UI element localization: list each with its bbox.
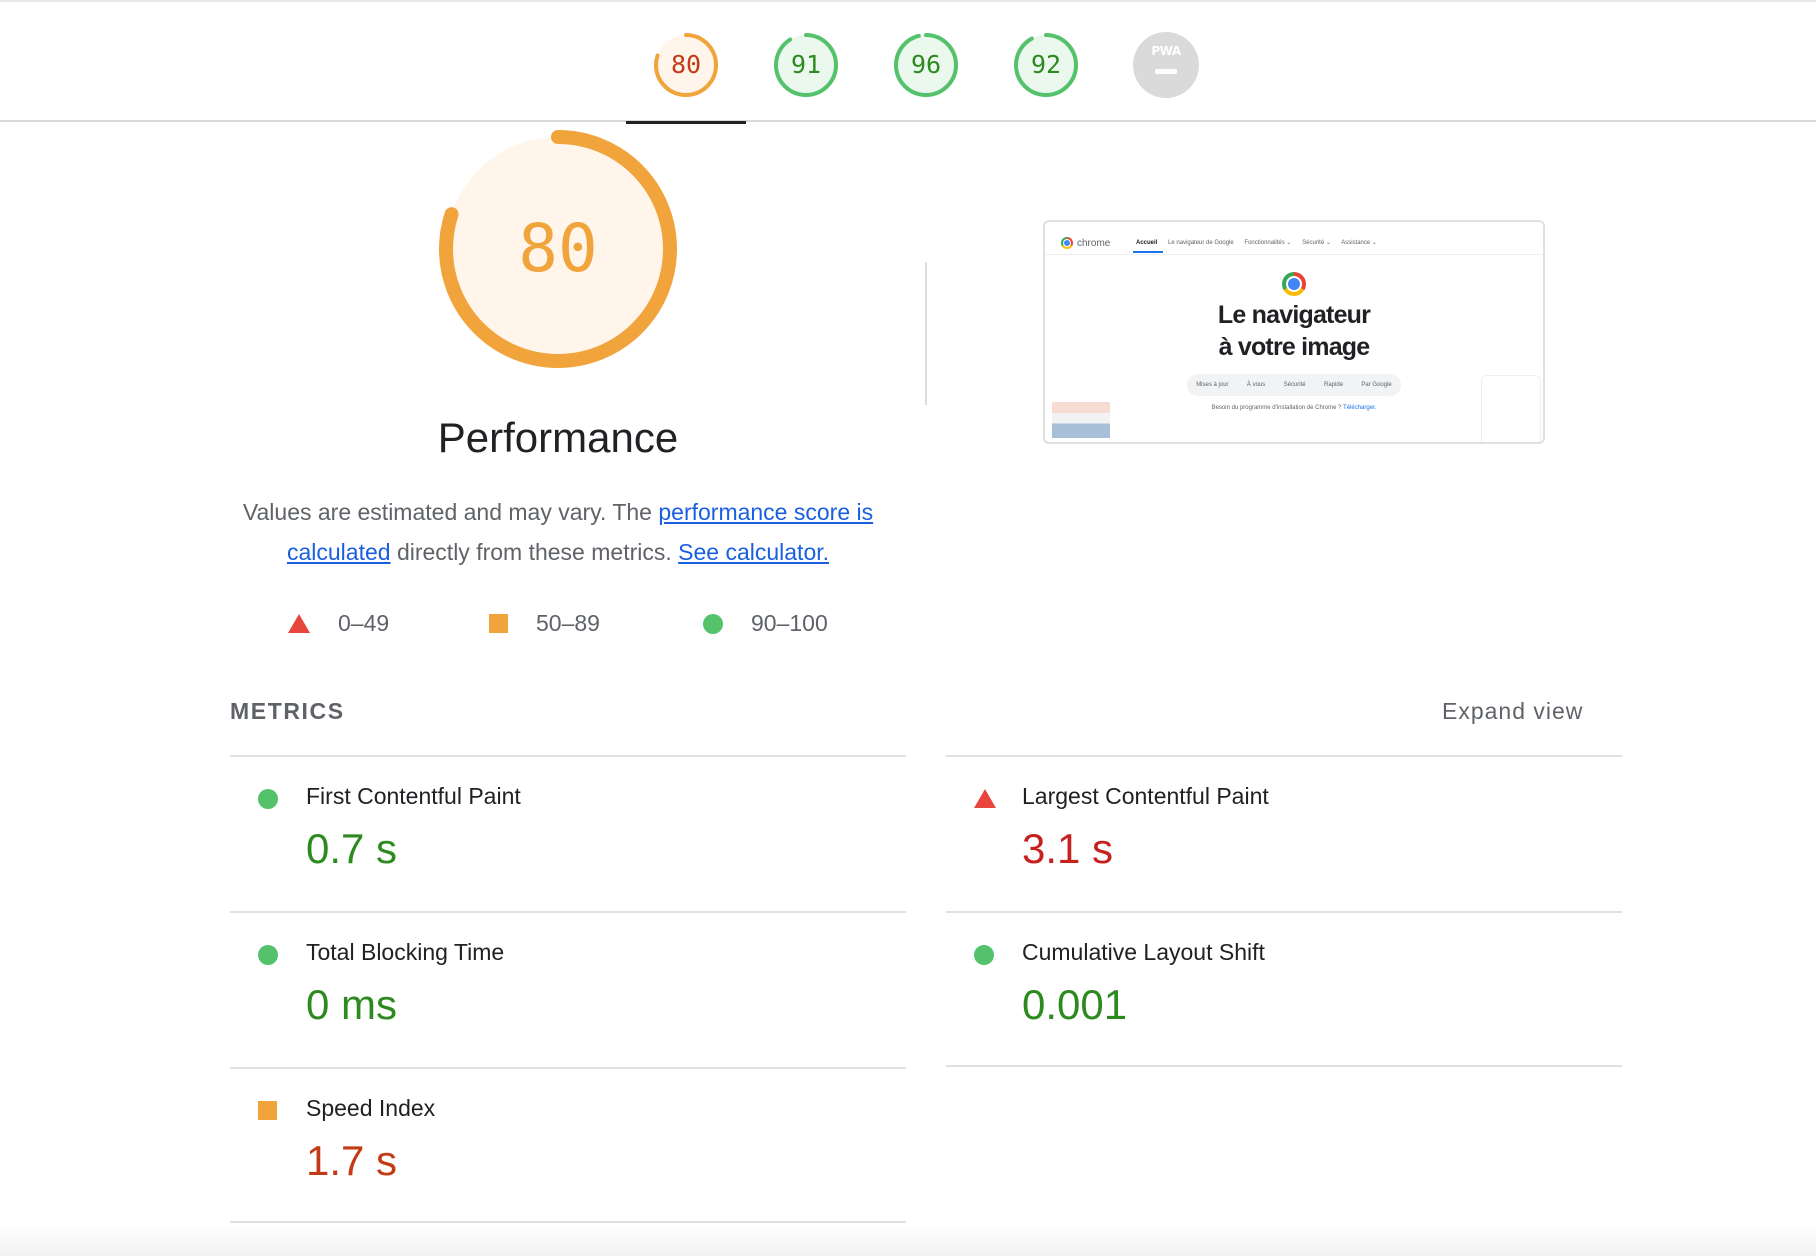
thumbnail-image-card bbox=[1052, 402, 1110, 438]
thumbnail-side-card bbox=[1481, 375, 1541, 442]
thumbnail-pill: Mises à jour bbox=[1196, 382, 1229, 388]
legend-range: 50–89 bbox=[536, 610, 600, 636]
tab-score: 96 bbox=[910, 50, 942, 79]
metric-label: Largest Contentful Paint bbox=[1022, 783, 1269, 809]
metric-divider bbox=[230, 755, 906, 757]
triangle-icon bbox=[974, 789, 996, 808]
tab-score: 80 bbox=[670, 50, 702, 79]
tab-accessibility[interactable]: 91 bbox=[771, 30, 841, 100]
active-tab-indicator bbox=[626, 121, 746, 124]
metric-value: 0.001 bbox=[1022, 981, 1128, 1028]
metric-cumulative-layout-shift: Cumulative Layout Shift 0.001 bbox=[946, 913, 1622, 1063]
performance-gauge-ring bbox=[439, 130, 677, 368]
metric-divider bbox=[230, 911, 906, 913]
metric-label: Speed Index bbox=[306, 1095, 436, 1121]
triangle-icon bbox=[288, 614, 310, 633]
metric-total-blocking-time: Total Blocking Time 0 ms bbox=[230, 913, 906, 1063]
score-gauge-icon bbox=[654, 33, 718, 97]
chrome-logo-icon bbox=[1061, 237, 1073, 249]
bottom-fade bbox=[0, 1226, 1816, 1256]
performance-gauge: 80 bbox=[435, 126, 681, 372]
thumbnail-headline-line: Le navigateur bbox=[1217, 301, 1371, 329]
thumbnail-header-divider bbox=[1045, 254, 1543, 255]
chrome-logo-text: chrome bbox=[1077, 237, 1111, 249]
chrome-logo-icon bbox=[1282, 272, 1306, 296]
circle-icon bbox=[974, 945, 994, 965]
metric-divider bbox=[230, 1067, 906, 1069]
tab-best-practices[interactable]: 96 bbox=[891, 30, 961, 100]
tab-score: 91 bbox=[790, 50, 822, 79]
score-gauge-icon bbox=[774, 33, 838, 97]
metric-divider bbox=[946, 755, 1622, 757]
performance-score-link[interactable]: performance score is calculated bbox=[286, 499, 874, 565]
score-gauge-icon bbox=[1014, 33, 1078, 97]
metric-divider bbox=[946, 1065, 1622, 1067]
thumbnail-pill: À vous bbox=[1246, 382, 1266, 388]
thumbnail-headline: Le navigateur à votre image bbox=[1045, 299, 1543, 363]
metric-label: Cumulative Layout Shift bbox=[1022, 939, 1265, 965]
metric-value: 1.7 s bbox=[306, 1137, 398, 1184]
category-title: Performance bbox=[437, 414, 679, 461]
tab-performance[interactable]: 80 bbox=[651, 30, 721, 100]
square-icon bbox=[258, 1101, 277, 1120]
tab-score: 92 bbox=[1030, 50, 1062, 79]
legend-range: 90–100 bbox=[751, 610, 828, 636]
square-icon bbox=[489, 614, 508, 633]
pwa-dash-icon bbox=[1155, 69, 1177, 74]
metric-first-contentful-paint: First Contentful Paint 0.7 s bbox=[230, 757, 906, 907]
thumbnail-nav: Accueil Le navigateur de Google Fonction… bbox=[1136, 239, 1386, 246]
thumbnail-footer-text: Besoin du programme d'installation de Ch… bbox=[1211, 405, 1344, 411]
legend-good: 90–100 bbox=[703, 610, 828, 637]
thumbnail-pill: Sécurité bbox=[1283, 382, 1306, 388]
metric-label: First Contentful Paint bbox=[306, 783, 521, 809]
chrome-logo: chrome bbox=[1061, 237, 1110, 249]
metric-divider bbox=[230, 1221, 906, 1223]
metrics-header: METRICS bbox=[230, 698, 345, 724]
pwa-badge-icon bbox=[1133, 32, 1199, 98]
metric-largest-contentful-paint: Largest Contentful Paint 3.1 s bbox=[946, 757, 1622, 907]
score-description: Values are estimated and may vary. The p… bbox=[228, 492, 888, 572]
final-screenshot-thumbnail[interactable]: chrome Accueil Le navigateur de Google F… bbox=[1043, 220, 1545, 444]
thumbnail-nav-item: Le navigateur de Google bbox=[1168, 240, 1234, 246]
see-calculator-link[interactable]: See calculator. bbox=[678, 539, 830, 565]
thumbnail-footer: Besoin du programme d'installation de Ch… bbox=[1045, 405, 1543, 411]
metric-divider bbox=[946, 911, 1622, 913]
metric-label: Total Blocking Time bbox=[306, 939, 505, 965]
expand-view-button[interactable]: Expand view bbox=[1442, 698, 1584, 724]
thumbnail-pill-bar: Mises à jour À vous Sécurité Rapide Par … bbox=[1187, 374, 1401, 396]
tab-seo[interactable]: 92 bbox=[1011, 30, 1081, 100]
metric-value: 0.7 s bbox=[306, 825, 398, 872]
score-gauge-icon bbox=[894, 33, 958, 97]
thumbnail-nav-item: Sécurité ⌄ bbox=[1302, 240, 1331, 246]
thumbnail-headline-line: à votre image bbox=[1218, 333, 1371, 361]
metric-speed-index: Speed Index 1.7 s bbox=[230, 1069, 906, 1219]
legend-range: 0–49 bbox=[338, 610, 390, 636]
pwa-badge-label: PWA bbox=[1151, 44, 1181, 58]
category-tab-bar: 80 91 96 92 PWA bbox=[0, 0, 1816, 124]
vertical-divider bbox=[925, 262, 927, 405]
thumbnail-nav-item: Fonctionnalités ⌄ bbox=[1244, 240, 1292, 246]
performance-score: 80 bbox=[518, 210, 598, 287]
thumbnail-nav-item: Accueil bbox=[1136, 240, 1158, 246]
metric-value: 0 ms bbox=[306, 981, 398, 1028]
thumbnail-footer-link: Télécharger. bbox=[1343, 405, 1377, 411]
tab-pwa[interactable]: PWA bbox=[1131, 30, 1201, 100]
thumbnail-pill: Par Google bbox=[1361, 382, 1392, 388]
metric-value: 3.1 s bbox=[1022, 825, 1114, 872]
thumbnail-pill: Rapide bbox=[1324, 382, 1344, 388]
circle-icon bbox=[258, 789, 278, 809]
circle-icon bbox=[703, 613, 723, 634]
legend-poor: 0–49 bbox=[288, 610, 389, 637]
thumbnail-nav-underline bbox=[1133, 251, 1163, 253]
circle-icon bbox=[258, 945, 278, 965]
legend-average: 50–89 bbox=[489, 610, 600, 637]
description-text: Values are estimated and may vary. The bbox=[242, 499, 659, 525]
thumbnail-nav-item: Assistance ⌄ bbox=[1341, 240, 1377, 246]
description-text: directly from these metrics. bbox=[390, 539, 679, 565]
